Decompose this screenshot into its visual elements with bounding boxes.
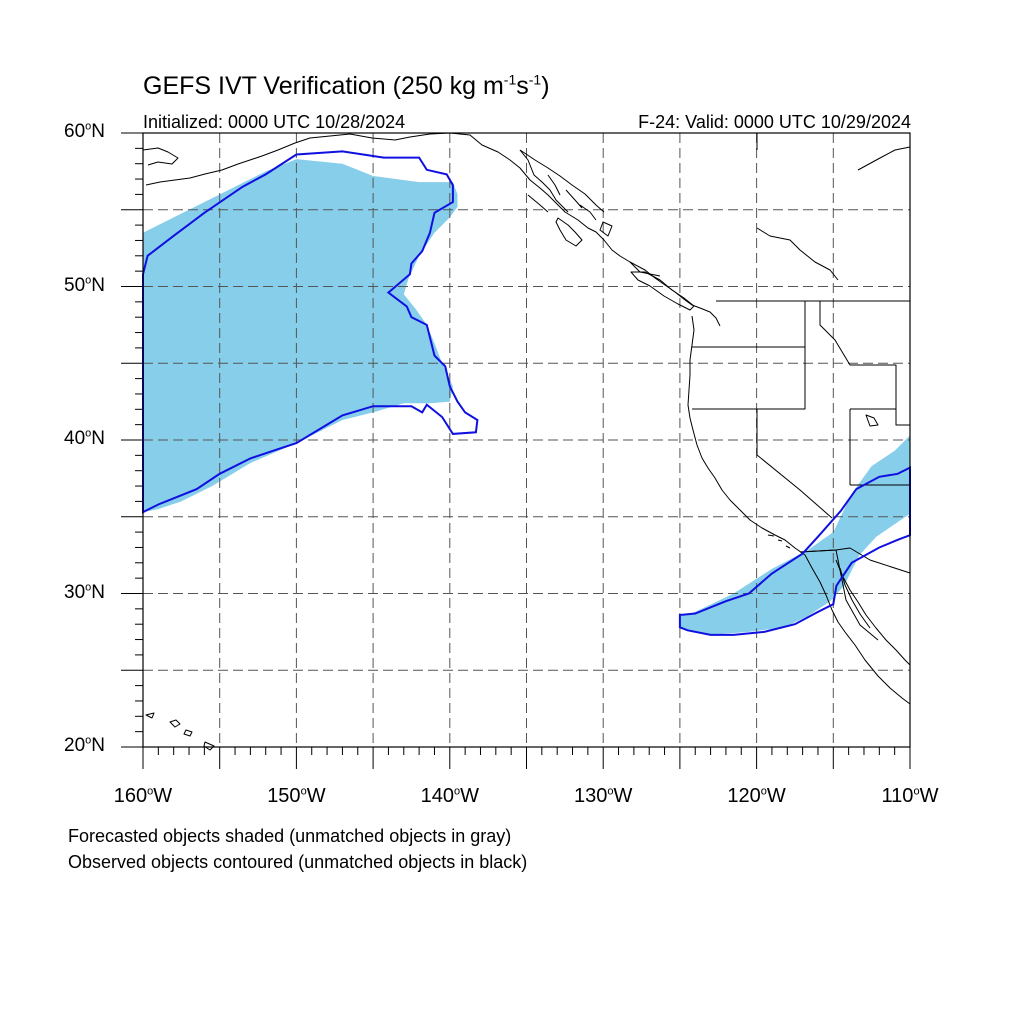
coastline-gulf-of-california [835, 559, 911, 666]
title-text: GEFS IVT Verification (250 kg m [143, 72, 504, 100]
tick-hemisphere: N [91, 428, 105, 449]
degree-symbol: o [85, 120, 92, 133]
tick-hemisphere: N [91, 121, 105, 142]
legend-forecast-line: Forecasted objects shaded (unmatched obj… [68, 826, 512, 846]
observed-contour-1 [142, 150, 479, 514]
tick-degree-value: 50 [64, 274, 86, 296]
forecast-object-1 [143, 159, 458, 513]
tick-degree-value: 20 [64, 735, 86, 756]
valid-time: F-24: Valid: 0000 UTC 10/29/2024 [638, 112, 911, 132]
degree-symbol: o [453, 785, 461, 798]
coastline-alaska [142, 132, 661, 277]
lat-label-30N: 30oN [45, 582, 105, 604]
tick-hemisphere: N [91, 274, 105, 296]
great-salt-lake [865, 414, 879, 427]
tick-degree-value: 40 [64, 428, 86, 449]
gridlines-layer [143, 133, 910, 747]
initialized-time: Initialized: 0000 UTC 10/28/2024 [143, 112, 406, 132]
tick-hemisphere: W [153, 785, 173, 807]
tick-degree-value: 160 [113, 785, 148, 807]
canada-province-border [756, 146, 911, 281]
degree-symbol: o [607, 785, 614, 798]
lon-label-150W: 150oW [236, 785, 356, 808]
lon-label-130W: 130oW [543, 785, 663, 808]
tick-hemisphere: W [919, 785, 939, 807]
figure-title: GEFS IVT Verification (250 kg m-1s-1) [143, 72, 550, 101]
lat-label-60N: 60oN [45, 121, 105, 143]
degree-symbol: o [85, 427, 92, 440]
title-exponent-2: -1 [528, 71, 542, 88]
lon-label-160W: 160oW [83, 785, 203, 808]
tick-degree-value: 30 [64, 581, 86, 603]
tick-hemisphere: W [460, 785, 479, 807]
title-text-end: ) [541, 72, 550, 100]
lon-label-110W: 110oW [850, 785, 970, 808]
state-borders [692, 301, 911, 574]
lat-label-20N: 20oN [45, 735, 105, 757]
lon-label-120W: 120oW [697, 785, 817, 808]
channel-islands [767, 534, 791, 549]
tick-hemisphere: W [306, 785, 326, 807]
degree-symbol: o [760, 785, 767, 798]
title-exponent-1: -1 [503, 71, 517, 88]
border-alaska-canada [519, 133, 758, 213]
tick-degree-value: 130 [573, 785, 608, 807]
coastline-alaska-panhandle-islands [519, 149, 613, 247]
mexico-border [799, 549, 879, 641]
title-text-s: s [516, 72, 529, 100]
tick-degree-value: 120 [727, 785, 761, 807]
lon-label-140W: 140oW [390, 785, 510, 808]
degree-symbol: o [147, 785, 154, 798]
tick-degree-value: 150 [267, 785, 301, 807]
tick-hemisphere: N [91, 735, 105, 756]
degree-symbol: o [300, 785, 307, 798]
forecast-object-2 [679, 435, 910, 635]
axis-ticks-layer [121, 132, 911, 769]
tick-hemisphere: N [91, 581, 105, 603]
tick-degree-value: 110 [881, 785, 914, 807]
degree-symbol: o [85, 734, 92, 747]
degree-symbol: o [85, 274, 92, 287]
tick-hemisphere: W [766, 785, 786, 807]
coastline-layer [142, 132, 911, 751]
coastline-us-west [687, 315, 911, 705]
hawaii-islands [145, 712, 215, 751]
degree-symbol: o [85, 581, 92, 594]
tick-degree-value: 60 [64, 121, 86, 142]
tick-hemisphere: W [613, 785, 633, 807]
forecast-objects-layer [143, 159, 910, 635]
lat-label-50N: 50oN [45, 275, 105, 297]
tick-degree-value: 140 [420, 785, 454, 807]
lat-label-40N: 40oN [45, 428, 105, 450]
vancouver-island [630, 271, 695, 311]
degree-symbol: o [913, 785, 920, 798]
legend-observed-line: Observed objects contoured (unmatched ob… [68, 852, 528, 872]
